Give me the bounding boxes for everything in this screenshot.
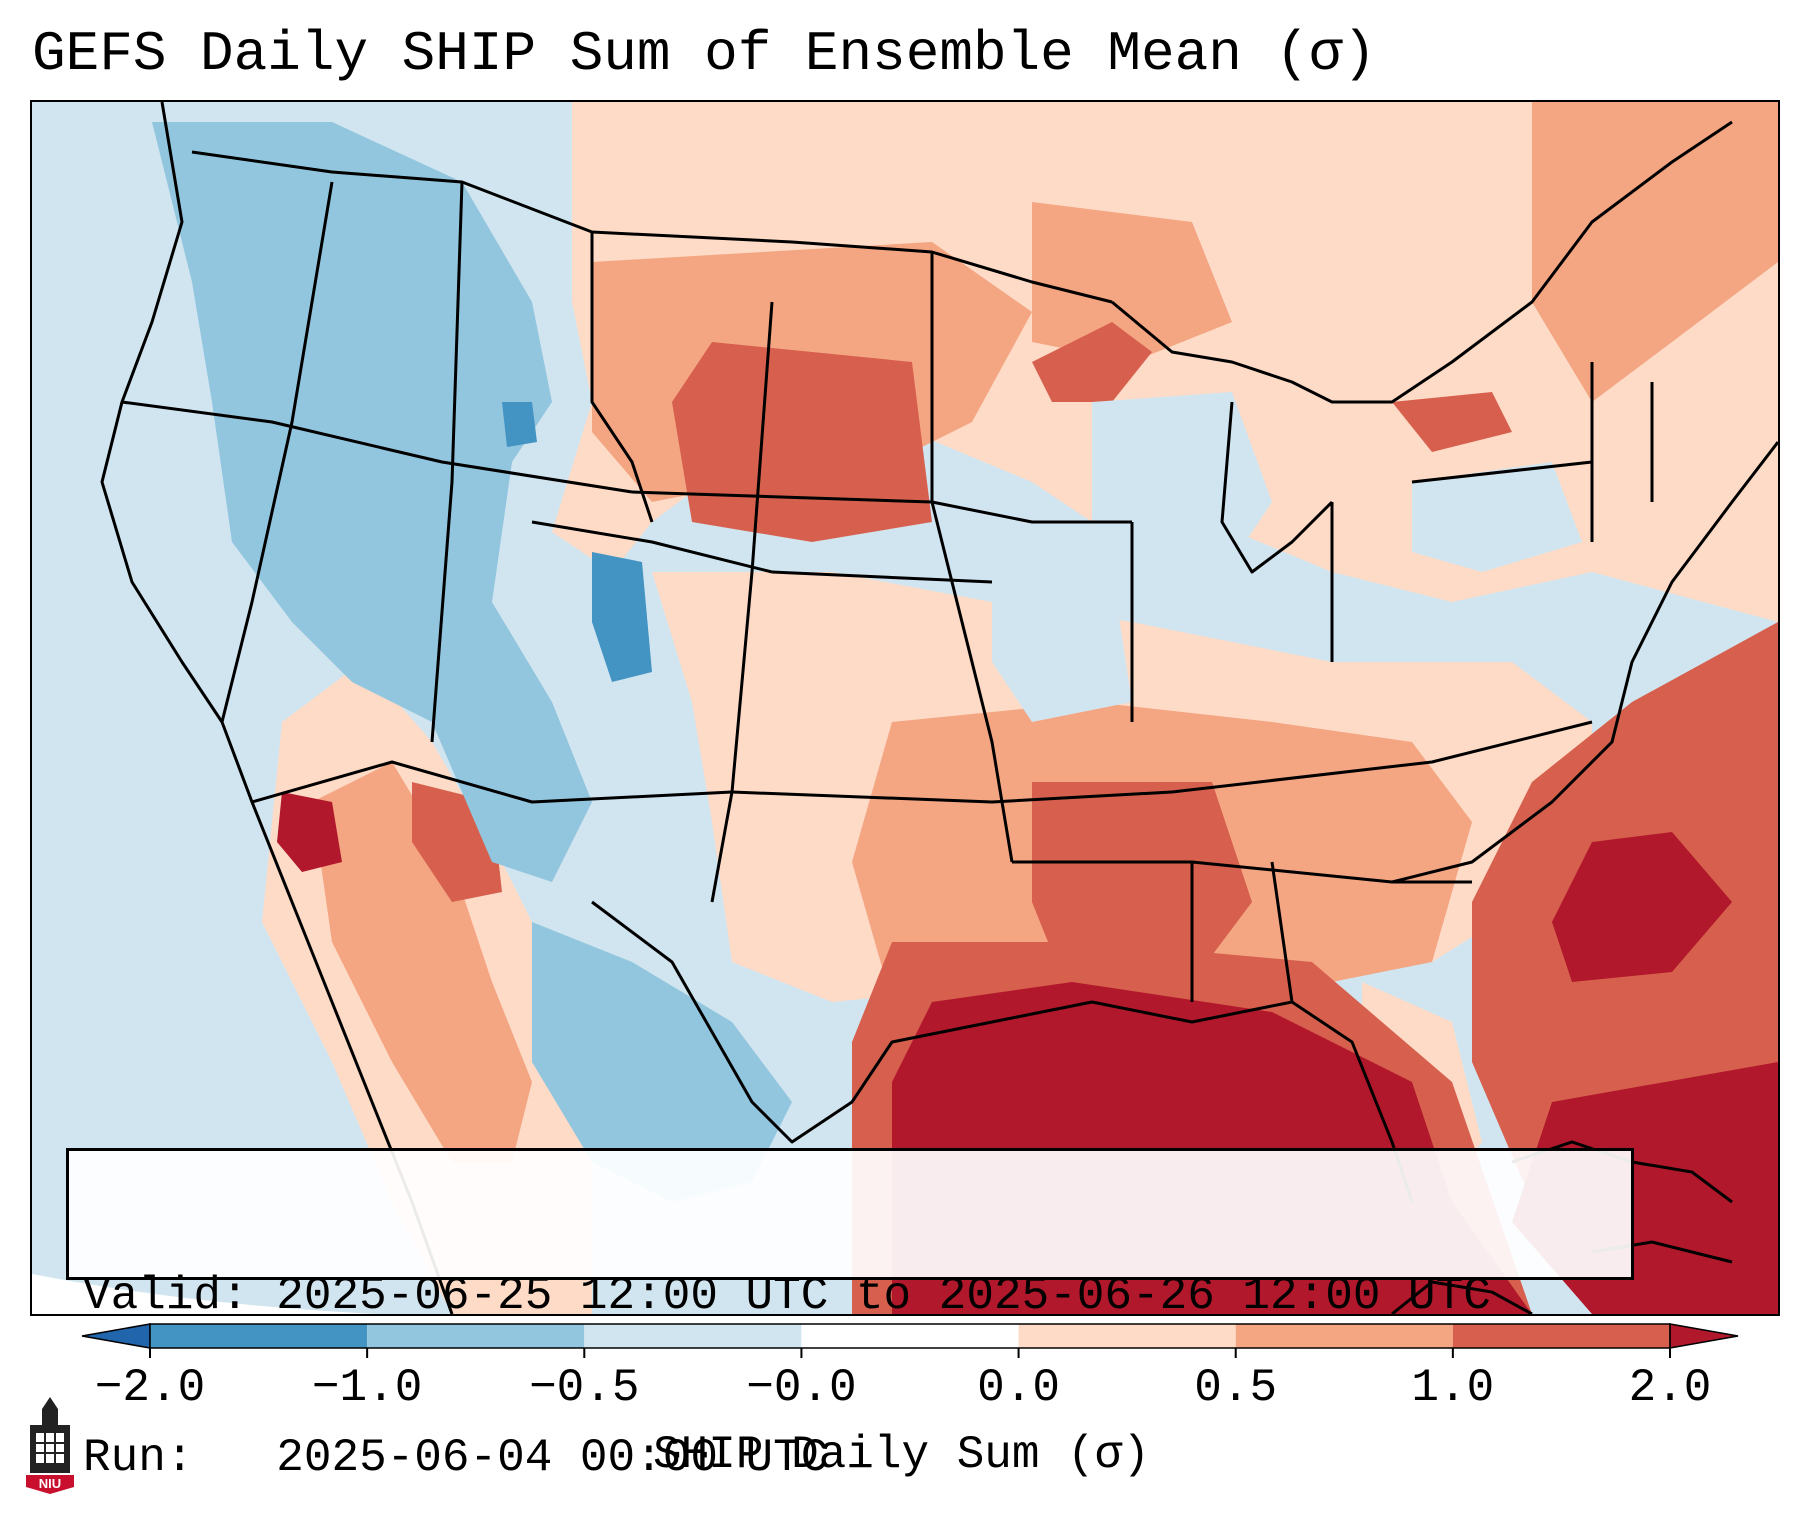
anomaly-region-missouri [992,572,1132,722]
run-value: 2025-06-04 00:00 UTC [276,1432,829,1484]
valid-value: 2025-06-25 12:00 UTC to 2025-06-26 12:00… [276,1270,1491,1322]
validity-info-box: Valid: 2025-06-25 12:00 UTC to 2025-06-2… [66,1148,1634,1484]
colorbar-tick-label: 0.5 [1194,1362,1278,1414]
logo-banner [26,1475,74,1494]
anomaly-region-socal [277,792,342,872]
state-borders [100,102,1778,1314]
colorbar-bin [367,1324,585,1348]
anomaly-region-mexico-west [312,762,532,1162]
anomaly-region-ontario [1032,202,1232,362]
anomaly-region-mississippi [1032,782,1252,1002]
map-title: GEFS Daily SHIP Sum of Ensemble Mean (σ) [32,22,1377,86]
niu-logo: NIU [26,1397,74,1494]
anomaly-region-idaho-dark [502,402,537,447]
colorbar-tick-label: 1.0 [1411,1362,1495,1414]
colorbar-bin [584,1324,802,1348]
logo-window [36,1433,64,1463]
colorbar-tick-label: 2.0 [1628,1362,1712,1414]
colorbar-bin [801,1324,1019,1348]
colorbar-tick-label: −0.5 [529,1362,640,1414]
valid-line: Valid: 2025-06-25 12:00 UTC to 2025-06-2… [83,1269,1631,1323]
run-line: Run: 2025-06-04 00:00 UTC [83,1431,1631,1485]
colorbar-bin [1452,1324,1670,1348]
colorbar-arrow-low [81,1323,151,1349]
anomaly-region-atlantic-core [1552,832,1732,982]
anomaly-region-midwest-blue [1092,392,1272,572]
map-panel[interactable] [30,100,1780,1316]
anomaly-region-nebraska [672,342,932,542]
no-data-corner-left [32,1274,732,1314]
anomaly-region-northeast [1532,102,1778,402]
anomaly-region-colorado-dark [592,552,652,682]
anomaly-region-texas-mexico [532,922,792,1202]
logo-text: NIU [39,1476,61,1491]
ship-field-map [32,102,1778,1314]
anomaly-region-lake-superior [1032,322,1152,402]
colorbar-tick-label: −1.0 [311,1362,423,1414]
valid-label: Valid: [83,1270,249,1322]
colorbar-bin [1018,1324,1236,1348]
colorbar-label: SHIP Daily Sum (σ) [653,1429,1150,1481]
anomaly-region-pennsylvania [1412,462,1582,572]
anomaly-region-lake-ontario [1392,392,1512,452]
colorbar-tick-label: −2.0 [94,1362,206,1414]
run-label: Run: [83,1432,194,1484]
colorbar-outline [149,1323,1671,1349]
logo-window-grid [36,1433,64,1463]
colorbar [81,1323,1739,1358]
anomaly-region-great-basin [152,122,592,882]
colorbar-tick-label: 0.0 [977,1362,1060,1414]
colorbar-bin [1235,1324,1453,1348]
colorbar-bin [150,1324,368,1348]
colorbar-arrow-high [1669,1323,1739,1349]
colorbar-tick-label: −0.0 [746,1362,857,1414]
